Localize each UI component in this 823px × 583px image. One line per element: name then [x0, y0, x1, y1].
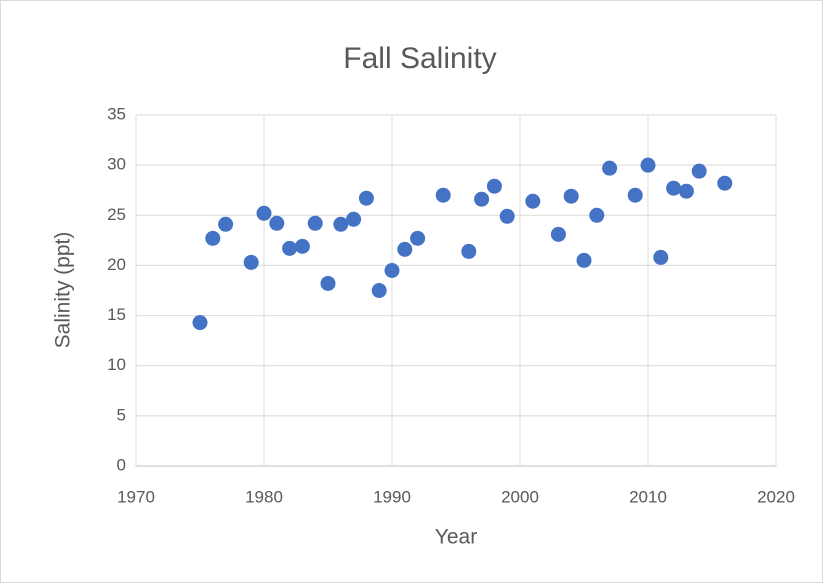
point	[371, 283, 387, 298]
point	[678, 183, 694, 199]
y-tick-label: 0	[117, 455, 126, 474]
point	[333, 216, 349, 232]
x-tick-label: 1970	[117, 487, 155, 506]
point	[525, 193, 541, 209]
chart-title: Fall Salinity	[343, 42, 496, 75]
point	[589, 207, 605, 223]
point	[269, 215, 285, 231]
point	[435, 187, 451, 203]
point	[576, 252, 592, 268]
point	[717, 175, 733, 191]
point	[397, 241, 413, 257]
point	[256, 205, 272, 221]
point	[691, 163, 707, 179]
point	[410, 230, 426, 246]
x-tick-label: 1990	[373, 487, 411, 506]
x-tick-label: 2020	[757, 487, 795, 506]
point	[474, 191, 490, 207]
point	[307, 215, 323, 231]
point	[640, 157, 656, 173]
y-tick-label: 20	[107, 255, 126, 274]
point	[346, 211, 362, 227]
y-tick-label: 25	[107, 205, 126, 224]
point	[563, 188, 579, 204]
y-tick-label: 30	[107, 155, 126, 174]
point	[627, 187, 643, 203]
point	[192, 315, 208, 331]
y-tick-label: 5	[117, 405, 126, 424]
point	[653, 249, 669, 265]
x-tick-label: 2010	[629, 487, 667, 506]
point	[461, 243, 477, 259]
y-tick-label: 35	[107, 104, 126, 123]
y-axis-label: Salinity (ppt)	[52, 232, 75, 349]
point	[486, 178, 502, 194]
x-axis-label: Year	[435, 526, 477, 549]
point	[499, 208, 515, 224]
point	[218, 216, 234, 232]
point	[243, 254, 259, 270]
point	[320, 275, 336, 291]
point	[666, 180, 682, 196]
point	[384, 262, 400, 278]
point	[550, 226, 566, 242]
point	[282, 240, 298, 256]
point	[294, 238, 310, 254]
y-tick-label: 10	[107, 355, 126, 374]
y-tick-label: 15	[107, 305, 126, 324]
x-tick-label: 1980	[245, 487, 283, 506]
point	[602, 160, 618, 176]
point	[358, 190, 374, 206]
point	[205, 230, 221, 246]
x-tick-label: 2000	[501, 487, 539, 506]
